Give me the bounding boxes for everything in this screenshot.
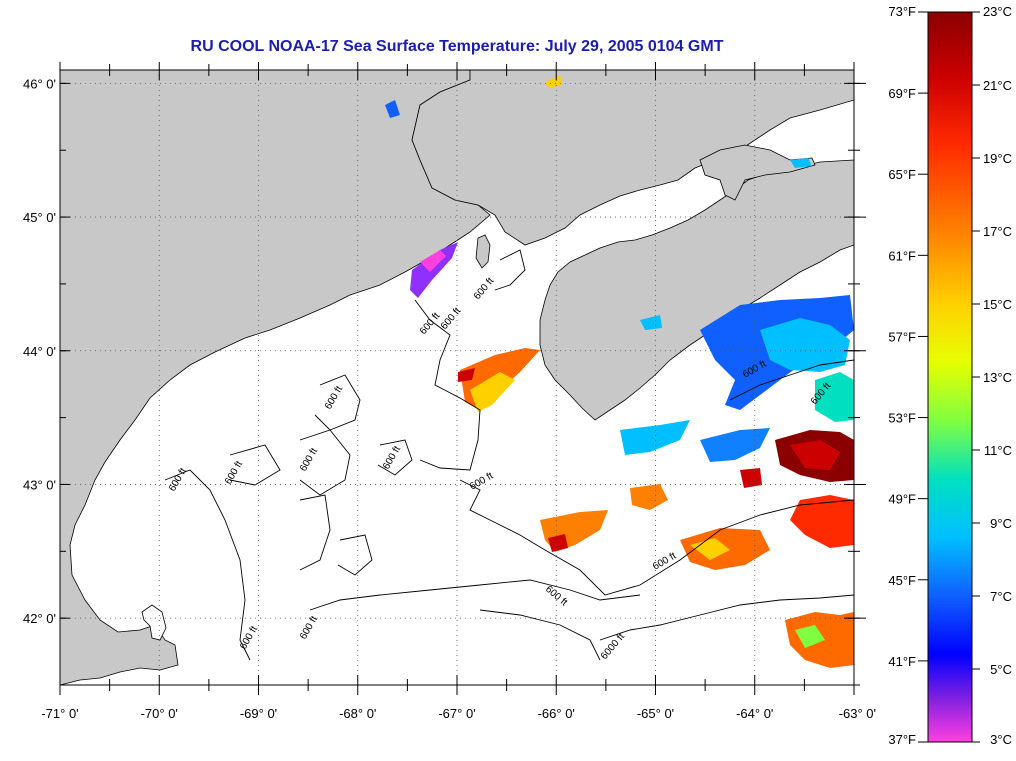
- colorbar-c-label: 15°C: [983, 297, 1012, 312]
- colorbar-f-label: 41°F: [888, 654, 916, 669]
- colorbar-celsius-labels: 23°C 21°C 19°C 17°C 15°C 13°C 11°C 9°C 7°C 5°C 3°C: [972, 4, 1012, 747]
- lat-label: 45° 0': [23, 210, 56, 225]
- lon-label: -65° 0': [637, 706, 674, 721]
- colorbar-c-label: 13°C: [983, 370, 1012, 385]
- colorbar-f-label: 65°F: [888, 167, 916, 182]
- colorbar-f-label: 45°F: [888, 573, 916, 588]
- colorbar-f-label: 37°F: [888, 732, 916, 747]
- lon-label: -70° 0': [141, 706, 178, 721]
- lat-label: 46° 0': [23, 76, 56, 91]
- colorbar-f-label: 57°F: [888, 329, 916, 344]
- lon-label: -71° 0': [41, 706, 78, 721]
- lon-label: -66° 0': [538, 706, 575, 721]
- colorbar-c-label: 23°C: [983, 4, 1012, 19]
- lon-label: -64° 0': [736, 706, 773, 721]
- map-title: RU COOL NOAA-17 Sea Surface Temperature:…: [190, 38, 724, 55]
- colorbar-c-label: 17°C: [983, 224, 1012, 239]
- colorbar-c-label: 21°C: [983, 78, 1012, 93]
- land-new-brunswick: [411, 70, 854, 246]
- sst-patches: [385, 75, 854, 668]
- axis-ticks: [59, 62, 866, 695]
- isobath-contours: [164, 249, 854, 661]
- latitude-labels: 46° 0' 45° 0' 44° 0' 43° 0' 42° 0': [23, 76, 56, 626]
- colorbar-f-label: 73°F: [888, 4, 916, 19]
- lat-label: 44° 0': [23, 344, 56, 359]
- colorbar-c-label: 11°C: [984, 443, 1012, 458]
- lat-label: 43° 0': [23, 477, 56, 492]
- cape-cod-bay: [141, 604, 167, 641]
- lon-label: -63° 0': [839, 706, 876, 721]
- colorbar-f-label: 49°F: [888, 492, 916, 507]
- colorbar-c-label: 7°C: [990, 589, 1012, 604]
- lat-label: 42° 0': [23, 611, 56, 626]
- colorbar-f-label: 53°F: [888, 411, 916, 426]
- colorbar-c-label: 9°C: [990, 516, 1012, 531]
- lon-label: -67° 0': [438, 706, 475, 721]
- colorbar-f-label: 69°F: [888, 86, 916, 101]
- lon-label: -68° 0': [339, 706, 376, 721]
- colorbar-c-label: 19°C: [983, 151, 1012, 166]
- colorbar-c-label: 3°C: [990, 732, 1012, 747]
- longitude-labels: -71° 0' -70° 0' -69° 0' -68° 0' -67° 0' -66° …: [41, 706, 876, 721]
- lon-label: -69° 0': [240, 706, 277, 721]
- colorbar-c-label: 5°C: [990, 662, 1012, 677]
- land-pei: [699, 144, 816, 201]
- colorbar-fahrenheit-labels: 73°F 69°F 65°F 61°F 57°F 53°F 49°F 45°F 41°F 37°F: [888, 4, 928, 747]
- colorbar-f-label: 61°F: [888, 248, 916, 263]
- colorbar: [927, 11, 973, 743]
- land-grand-manan: [475, 234, 491, 269]
